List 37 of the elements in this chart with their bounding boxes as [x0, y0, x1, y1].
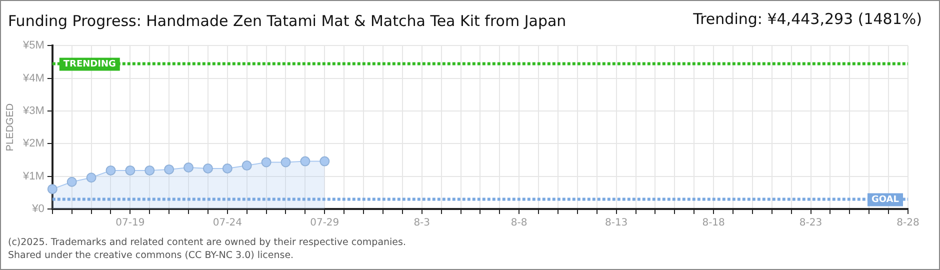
point — [184, 162, 194, 172]
chart-subtitle: Trending: ¥4,443,293 (1481%) — [693, 10, 922, 28]
x-tick-label: 8-23 — [799, 218, 822, 229]
point — [144, 165, 155, 176]
point — [47, 184, 58, 194]
x-tick-label: 07-24 — [212, 218, 242, 229]
y-tick-label: ¥2M — [22, 138, 44, 150]
y-axis-title: PLEDGED — [4, 103, 16, 152]
y-tick-label: ¥4M — [22, 72, 44, 84]
text: Shared under the creative commons (CC BY-NC 3.0) license. — [8, 249, 295, 262]
point — [222, 163, 232, 174]
y-tick-label: ¥5M — [22, 40, 44, 52]
x-tick-label: 8-3 — [414, 218, 430, 229]
point — [300, 156, 310, 166]
y-tick-label: ¥3M — [22, 104, 44, 117]
point — [106, 165, 116, 176]
x-tick-label: 07-19 — [116, 218, 145, 229]
point — [242, 160, 252, 171]
point — [125, 165, 136, 176]
point — [320, 156, 330, 166]
x-tick-label: 8-18 — [702, 218, 725, 229]
ref-line-label: TRENDING — [63, 60, 116, 70]
chart-title: Funding Progress: Handmade Zen Tatami Mat & Matcha Tea Kit from Japan — [8, 12, 566, 30]
x-tick-label: 07-29 — [310, 218, 340, 229]
x-tick-label: 8-13 — [604, 218, 628, 229]
point — [261, 157, 272, 168]
x-tick-label: 8-8 — [510, 218, 528, 229]
y-tick-label: ¥0 — [31, 203, 44, 216]
x-tick-label: 8-28 — [896, 218, 920, 229]
point — [164, 164, 174, 174]
point — [202, 163, 213, 174]
point — [66, 176, 77, 187]
text: (c)2025. Trademarks and related content are owned by their respective companies. — [8, 236, 406, 249]
point — [86, 172, 96, 183]
ref-line-label: GOAL — [872, 195, 900, 206]
y-tick-label: ¥1M — [22, 170, 44, 182]
point — [280, 157, 291, 168]
